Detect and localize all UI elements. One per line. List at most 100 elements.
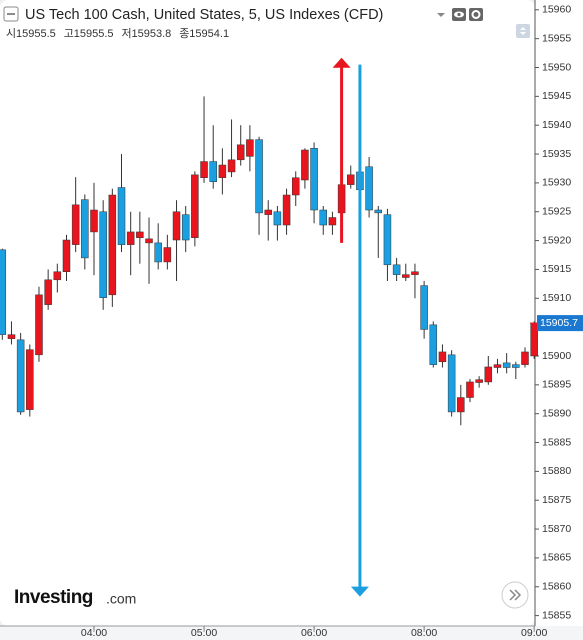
plot-area [0, 0, 535, 626]
y-tick-label: 15915 [542, 263, 571, 275]
y-tick-label: 15940 [542, 119, 571, 131]
candle-body [530, 322, 538, 357]
candle-body [71, 204, 80, 245]
candle-body [200, 161, 208, 178]
last-price-label: 15905.7 [540, 317, 578, 329]
scroll-right-icon [509, 589, 522, 601]
candle-body [319, 209, 327, 226]
x-tick-label: 09:00 [521, 627, 547, 639]
y-tick-label: 15870 [542, 523, 571, 535]
candle-body [181, 214, 190, 241]
y-tick-label: 15875 [542, 494, 571, 506]
y-tick-label: 15860 [542, 581, 571, 593]
ohlc-label: 저 [122, 27, 132, 40]
ohlc-header: 시 15955.5 고 15955.5 저 15953.8 종 15954.1 [6, 27, 229, 40]
gear-icon [471, 10, 481, 19]
candle-body [447, 354, 456, 413]
ohlc-label: 시 [6, 28, 16, 40]
candle-body [429, 324, 438, 365]
candle-body [246, 139, 254, 157]
x-tick-label: 08:00 [411, 627, 437, 639]
y-tick-label: 15920 [542, 234, 571, 246]
candle-body [53, 271, 62, 281]
candle-body [108, 194, 117, 296]
y-tick-label: 15925 [542, 206, 571, 218]
ohlc-value: 15953.8 [132, 28, 172, 40]
candle-body [62, 239, 71, 272]
candle-body [172, 211, 181, 241]
candle-body [282, 194, 291, 226]
y-tick-label: 15895 [542, 379, 571, 391]
candle-body [126, 231, 135, 245]
candle-body [383, 214, 392, 266]
ohlc-value: 15954.1 [189, 28, 229, 40]
candle-body [90, 209, 98, 233]
ohlc-label: 고 [64, 28, 74, 40]
ohlc-value: 15955.5 [74, 28, 114, 40]
candle-body [218, 164, 227, 178]
candle-body [466, 381, 474, 398]
candle-body [35, 294, 43, 356]
candle-body [26, 349, 34, 410]
candle-body [291, 177, 300, 196]
y-tick-label: 15855 [542, 609, 571, 621]
candle-body [411, 271, 419, 275]
logo-suffix: .com [106, 591, 136, 607]
candle-body [374, 209, 383, 214]
candle-body [402, 274, 410, 278]
y-tick-label: 15955 [542, 32, 571, 44]
y-tick-label: 15935 [542, 148, 571, 160]
ohlc-value: 15955.5 [16, 28, 56, 40]
candle-body [191, 174, 199, 238]
candle-body [227, 159, 236, 173]
candle-body [99, 211, 107, 298]
candle-body [438, 351, 447, 363]
x-tick-label: 05:00 [191, 627, 217, 639]
y-tick-label: 15885 [542, 436, 571, 448]
settings-button[interactable] [469, 8, 483, 21]
candle-body [273, 211, 282, 226]
y-tick-label: 15930 [542, 177, 571, 189]
candle-body [264, 209, 272, 215]
scroll-button[interactable] [516, 24, 530, 38]
candle-body [392, 264, 401, 275]
candle-body [145, 238, 153, 244]
price-axis [535, 0, 583, 626]
candle-body [365, 166, 373, 211]
candle-body [209, 161, 217, 182]
logo-name: Investing [14, 587, 93, 608]
candle-body [310, 148, 318, 211]
scroll-icon [520, 27, 526, 35]
dropdown-icon[interactable] [437, 13, 445, 17]
candle-body [44, 279, 52, 305]
y-tick-label: 15950 [542, 61, 571, 73]
ohlc-label: 종 [179, 28, 189, 40]
x-tick-label: 06:00 [301, 627, 327, 639]
y-tick-label: 15865 [542, 552, 571, 564]
candle-body [420, 285, 428, 330]
candle-body [328, 217, 337, 226]
candle-body [7, 334, 16, 339]
candle-body [81, 199, 89, 259]
candle-body [347, 174, 355, 185]
candle-body [301, 149, 309, 181]
candle-body [457, 397, 465, 413]
candle-body [493, 364, 502, 368]
y-tick-label: 15900 [542, 350, 571, 362]
candle-body [521, 351, 529, 365]
time-axis [0, 626, 583, 640]
y-tick-label: 15945 [542, 90, 571, 102]
candle-body [475, 379, 483, 383]
arrow-head [350, 586, 369, 597]
candle-body [255, 139, 263, 214]
candle-body [16, 339, 25, 413]
candle-body [117, 187, 126, 245]
candle-body [154, 242, 162, 263]
candle-body [163, 247, 172, 263]
x-tick-label: 04:00 [81, 627, 107, 639]
y-tick-label: 15880 [542, 465, 571, 477]
eye-pupil [457, 12, 461, 17]
candle-body [512, 364, 520, 368]
arrow-head [332, 57, 351, 68]
